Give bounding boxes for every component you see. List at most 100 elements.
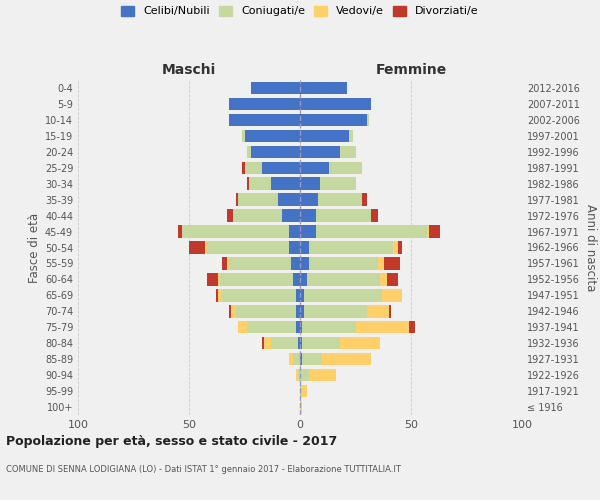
Bar xyxy=(242,162,245,174)
Bar xyxy=(429,226,440,238)
Bar xyxy=(320,178,356,190)
Bar xyxy=(271,337,298,349)
Bar xyxy=(300,194,318,206)
Bar xyxy=(238,321,247,334)
Bar xyxy=(300,242,309,254)
Bar xyxy=(385,257,400,270)
Bar xyxy=(304,305,367,318)
Bar xyxy=(289,242,300,254)
Legend: Celibi/Nubili, Coniugati/e, Vedovi/e, Divorziati/e: Celibi/Nubili, Coniugati/e, Vedovi/e, Di… xyxy=(121,6,479,16)
Bar xyxy=(300,353,302,366)
Bar xyxy=(329,162,362,174)
Bar xyxy=(300,82,347,94)
Bar xyxy=(296,321,300,334)
Bar xyxy=(371,210,378,222)
Bar xyxy=(300,98,371,110)
Bar xyxy=(300,257,309,270)
Bar xyxy=(282,210,300,222)
Bar xyxy=(218,273,220,285)
Bar xyxy=(262,337,265,349)
Text: Popolazione per età, sesso e stato civile - 2017: Popolazione per età, sesso e stato civil… xyxy=(6,435,337,448)
Bar xyxy=(302,337,340,349)
Bar xyxy=(296,369,298,382)
Bar xyxy=(300,337,302,349)
Bar xyxy=(223,257,227,270)
Bar xyxy=(300,130,349,142)
Bar xyxy=(296,289,300,302)
Bar xyxy=(300,321,302,334)
Bar xyxy=(218,289,223,302)
Bar xyxy=(238,194,278,206)
Text: Maschi: Maschi xyxy=(162,64,216,78)
Y-axis label: Anni di nascita: Anni di nascita xyxy=(584,204,597,291)
Bar xyxy=(207,273,218,285)
Bar xyxy=(289,226,300,238)
Bar xyxy=(427,226,429,238)
Bar xyxy=(236,305,296,318)
Bar xyxy=(251,82,300,94)
Bar xyxy=(340,146,356,158)
Bar xyxy=(300,289,304,302)
Bar xyxy=(251,146,300,158)
Bar xyxy=(229,305,231,318)
Bar xyxy=(242,130,245,142)
Bar xyxy=(229,98,300,110)
Bar xyxy=(247,146,251,158)
Bar xyxy=(296,305,300,318)
Bar xyxy=(300,273,307,285)
Bar xyxy=(302,353,322,366)
Bar xyxy=(291,257,300,270)
Bar xyxy=(207,242,289,254)
Bar xyxy=(229,257,291,270)
Bar xyxy=(409,321,415,334)
Bar xyxy=(178,226,182,238)
Bar xyxy=(300,226,316,238)
Bar xyxy=(382,289,402,302)
Bar xyxy=(249,178,271,190)
Bar xyxy=(298,369,300,382)
Bar xyxy=(316,210,371,222)
Bar xyxy=(309,242,393,254)
Bar xyxy=(300,146,340,158)
Bar xyxy=(356,321,409,334)
Bar xyxy=(393,242,398,254)
Bar xyxy=(231,305,236,318)
Bar xyxy=(271,178,300,190)
Bar xyxy=(378,257,385,270)
Bar xyxy=(309,369,335,382)
Bar xyxy=(227,210,233,222)
Bar xyxy=(293,273,300,285)
Bar xyxy=(205,242,207,254)
Bar xyxy=(362,194,367,206)
Bar xyxy=(236,194,238,206)
Bar xyxy=(367,114,369,126)
Bar xyxy=(349,130,353,142)
Bar xyxy=(302,385,307,398)
Bar xyxy=(265,337,271,349)
Bar xyxy=(215,289,218,302)
Bar xyxy=(233,210,282,222)
Bar xyxy=(300,385,302,398)
Bar xyxy=(300,162,329,174)
Bar xyxy=(300,305,304,318)
Bar xyxy=(262,162,300,174)
Bar xyxy=(278,194,300,206)
Bar xyxy=(398,242,402,254)
Bar xyxy=(318,194,362,206)
Bar xyxy=(182,226,289,238)
Bar xyxy=(245,130,300,142)
Bar xyxy=(300,210,316,222)
Bar xyxy=(300,401,302,413)
Bar xyxy=(298,337,300,349)
Bar xyxy=(340,337,380,349)
Bar xyxy=(300,178,320,190)
Bar xyxy=(322,353,371,366)
Bar xyxy=(300,369,309,382)
Bar xyxy=(316,226,427,238)
Bar xyxy=(386,273,398,285)
Bar xyxy=(229,114,300,126)
Bar xyxy=(304,289,382,302)
Bar xyxy=(380,273,386,285)
Bar xyxy=(227,257,229,270)
Text: Femmine: Femmine xyxy=(376,64,446,78)
